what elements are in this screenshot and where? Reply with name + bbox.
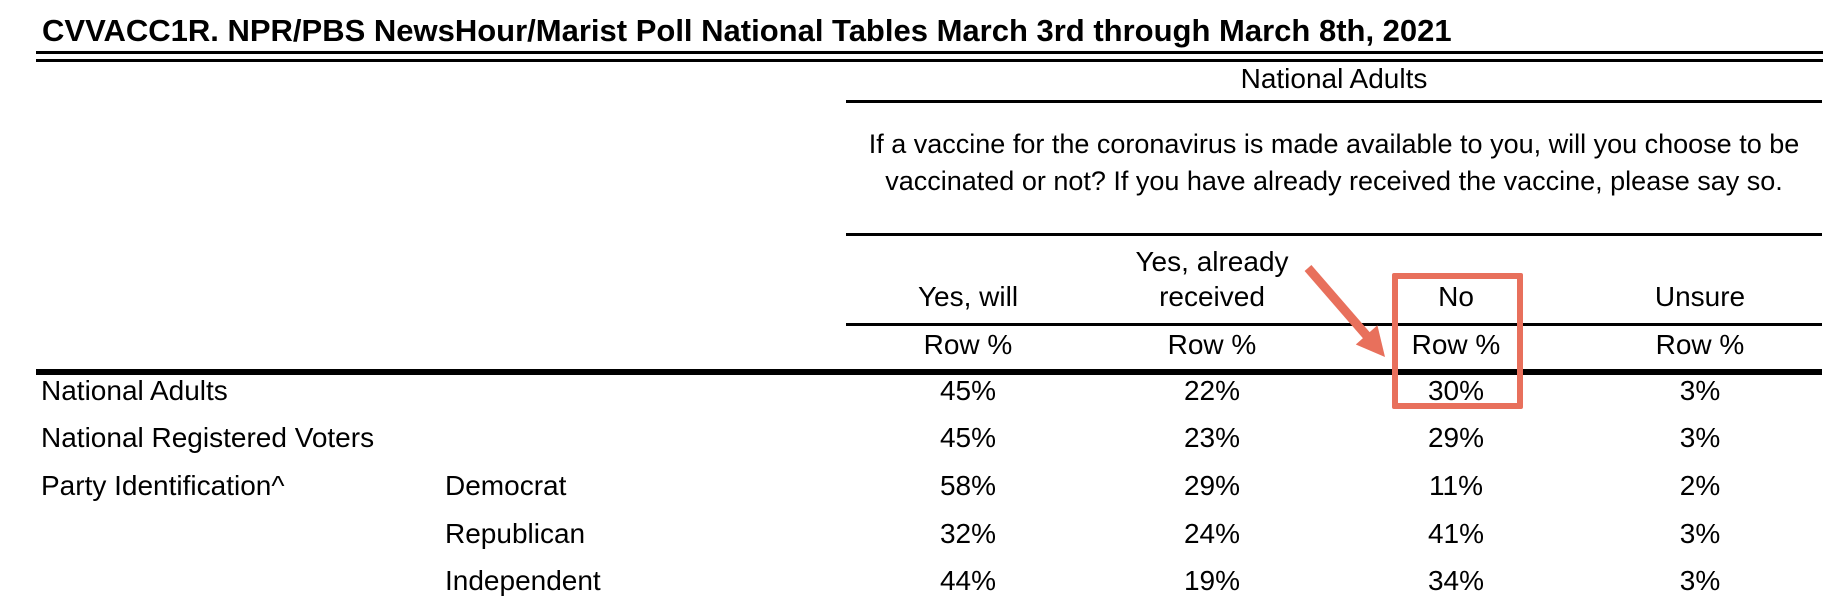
cell-value: 32% bbox=[939, 518, 997, 549]
cell-value: 3% bbox=[1679, 375, 1721, 406]
cell-value: 44% bbox=[939, 565, 997, 596]
table-row: National Adults 45% 22% 30% 3% bbox=[0, 376, 1840, 406]
cell-value: 58% bbox=[939, 470, 997, 501]
cell-value: 2% bbox=[1679, 470, 1721, 501]
row-sublabel: Independent bbox=[445, 565, 601, 596]
banner-label: National Adults bbox=[1240, 63, 1428, 94]
subheader-row-percent: Row % bbox=[1655, 329, 1745, 360]
column-header-yes-will: Yes, will bbox=[917, 281, 1019, 312]
column-header-no: No bbox=[1438, 281, 1474, 312]
cell-value: 22% bbox=[1183, 375, 1241, 406]
row-label: National Adults bbox=[41, 375, 228, 406]
cell-value: 29% bbox=[1427, 422, 1485, 453]
row-sublabel: Democrat bbox=[445, 470, 567, 501]
column-headers: Yes, will Yes, already received No Unsur… bbox=[846, 246, 1822, 314]
column-header-yes-already-received: Yes, already received bbox=[1135, 246, 1289, 312]
cell-value: 19% bbox=[1183, 565, 1241, 596]
table-body-divider bbox=[36, 369, 1822, 375]
subheader-row-percent: Row % bbox=[1167, 329, 1257, 360]
row-label: National Registered Voters bbox=[41, 422, 375, 453]
subheader-row-percent: Row % bbox=[923, 329, 1013, 360]
cell-value: 30% bbox=[1427, 375, 1485, 406]
cell-value: 34% bbox=[1427, 565, 1485, 596]
page-title: CVVACC1R. NPR/PBS NewsHour/Marist Poll N… bbox=[42, 13, 1452, 48]
cell-value: 41% bbox=[1427, 518, 1485, 549]
cell-value: 11% bbox=[1429, 470, 1483, 501]
question-text: If a vaccine for the coronavirus is made… bbox=[868, 129, 1800, 196]
cell-value: 3% bbox=[1679, 518, 1721, 549]
cell-value: 24% bbox=[1183, 518, 1241, 549]
cell-value: 3% bbox=[1679, 565, 1721, 596]
cell-value: 45% bbox=[939, 375, 997, 406]
cell-value: 3% bbox=[1679, 422, 1721, 453]
table-row: Independent 44% 19% 34% 3% bbox=[0, 566, 1840, 596]
table-row: Party Identification^ Democrat 58% 29% 1… bbox=[0, 471, 1840, 501]
title-divider bbox=[36, 51, 1823, 62]
subheader-row-percent: Row % bbox=[1411, 329, 1501, 360]
banner-divider bbox=[846, 100, 1822, 103]
cell-value: 45% bbox=[939, 422, 997, 453]
row-sublabel: Republican bbox=[445, 518, 586, 549]
table-row: Republican 32% 24% 41% 3% bbox=[0, 519, 1840, 549]
row-percent-subheaders: Row % Row % Row % Row % bbox=[846, 331, 1822, 359]
highlight-box bbox=[1392, 273, 1523, 409]
question-divider bbox=[846, 233, 1822, 236]
cell-value: 23% bbox=[1183, 422, 1241, 453]
row-label: Party Identification^ bbox=[41, 470, 285, 501]
table-row: National Registered Voters 45% 23% 29% 3… bbox=[0, 423, 1840, 453]
cell-value: 29% bbox=[1183, 470, 1241, 501]
column-header-divider bbox=[846, 323, 1822, 326]
column-header-unsure: Unsure bbox=[1654, 281, 1746, 312]
